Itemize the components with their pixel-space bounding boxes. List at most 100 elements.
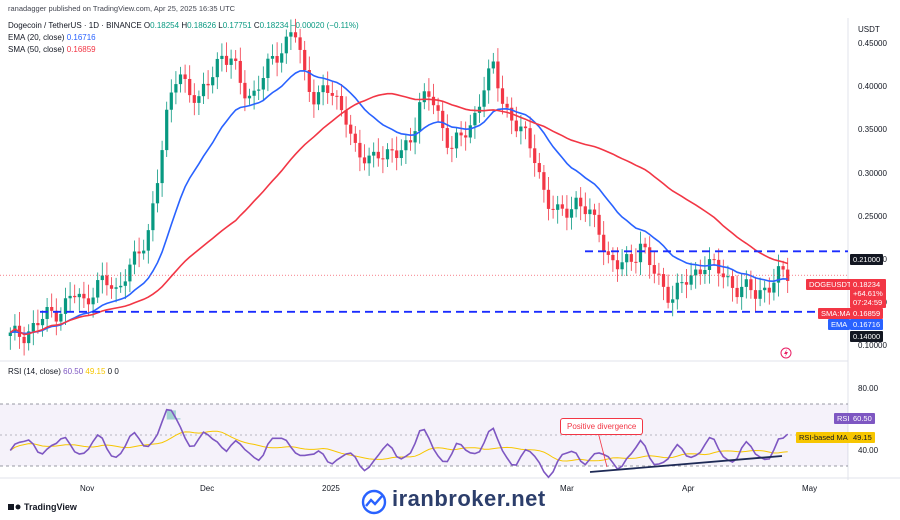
candle-body	[68, 295, 72, 299]
candle-body	[123, 281, 127, 286]
open-value: 0.18254	[150, 21, 180, 30]
candle-body	[625, 254, 629, 263]
candle-body	[330, 92, 334, 96]
candle-body	[224, 55, 229, 65]
price-tick: 0.40000	[858, 82, 887, 92]
candle-body	[418, 102, 422, 132]
candle-body	[698, 269, 702, 275]
candle-body	[542, 172, 546, 190]
candle-body	[528, 128, 532, 149]
price-tick: 0.45000	[858, 38, 887, 48]
price-tick: 0.25000	[858, 211, 887, 221]
candle-body	[634, 261, 638, 263]
time-label-2025: 2025	[322, 484, 340, 493]
candle-body	[422, 91, 426, 103]
candle-body	[753, 290, 758, 299]
candle-body	[680, 282, 684, 284]
symbol-title[interactable]: Dogecoin / TetherUS · 1D · BINANCE	[8, 21, 142, 30]
candle-body	[763, 287, 767, 291]
lightning-icon[interactable]	[780, 347, 792, 359]
candle-body	[59, 313, 63, 322]
candle-body	[431, 96, 436, 106]
candle-body	[427, 91, 431, 97]
high-label: H	[181, 21, 188, 30]
time-label-apr: Apr	[682, 484, 695, 493]
candle-body	[100, 275, 104, 281]
candle-body	[445, 128, 449, 148]
candle-body	[243, 82, 247, 99]
candle-body	[454, 132, 459, 149]
ema-tag-label: EMA	[828, 319, 851, 330]
candle-body	[316, 92, 321, 105]
change-value: −0.00020 (−0.11%)	[290, 21, 359, 30]
candle-body	[781, 266, 785, 270]
candle-body	[689, 275, 693, 285]
candle-body	[91, 297, 95, 305]
candle-body	[376, 151, 380, 159]
candle-body	[602, 234, 606, 252]
price-tick: 0.35000	[858, 125, 887, 135]
time-label-dec: Dec	[200, 484, 215, 493]
low-label: L	[218, 21, 223, 30]
sma-label: SMA (50, close)	[8, 45, 65, 54]
candle-body	[63, 298, 68, 314]
rsi-legend[interactable]: RSI (14, close) 60.50 49.15 0 0	[8, 367, 119, 376]
candle-body	[201, 83, 206, 97]
candle-body	[312, 91, 316, 105]
candle-body	[740, 286, 744, 298]
candle-body	[220, 55, 224, 59]
tradingview-brand[interactable]: TradingView	[24, 502, 77, 512]
candle-body	[496, 61, 500, 89]
candle-body	[652, 265, 656, 274]
candle-body	[362, 157, 367, 164]
symbol-tag: DOGEUSDT	[806, 279, 855, 290]
candle-body	[606, 251, 610, 255]
candle-body	[188, 78, 192, 96]
candle-body	[321, 85, 325, 93]
candle-body	[326, 85, 330, 93]
candle-body	[335, 95, 339, 97]
candle-body	[266, 58, 270, 79]
candle-body	[666, 286, 670, 303]
candle-body	[574, 197, 578, 210]
candle-body	[519, 126, 523, 132]
candle-body	[192, 95, 196, 103]
rsi-label: RSI (14, close)	[8, 367, 61, 376]
candle-body	[151, 203, 155, 231]
candle-body	[767, 287, 771, 293]
candle-body	[482, 90, 486, 107]
symbol-legend: Dogecoin / TetherUS · 1D · BINANCE O0.18…	[8, 20, 359, 31]
candle-body	[657, 273, 661, 275]
candle-body	[284, 36, 288, 54]
resistance-tag: 0.21000	[850, 254, 884, 265]
candle-body	[395, 150, 399, 159]
candle-body	[174, 84, 178, 93]
candle-body	[523, 126, 528, 129]
candle-body	[54, 310, 58, 322]
candle-body	[464, 135, 468, 138]
divergence-annotation[interactable]: Positive divergence	[560, 418, 644, 435]
candle-body	[413, 131, 417, 143]
candle-body	[436, 105, 440, 111]
rsi-value: 60.50	[63, 367, 84, 376]
rsi-tag-value: 60.50	[850, 413, 875, 424]
candle-body	[735, 287, 739, 298]
candle-body	[772, 282, 776, 293]
ema-value: 0.16716	[66, 33, 96, 42]
divergence-trendline[interactable]	[589, 455, 783, 473]
sma-legend[interactable]: SMA (50, close) 0.16859	[8, 44, 96, 55]
candle-body	[592, 209, 597, 215]
candle-body	[500, 88, 505, 104]
support-tag: 0.14000	[850, 331, 884, 342]
candle-body	[211, 77, 215, 86]
candle-body	[399, 150, 403, 159]
ema-legend[interactable]: EMA (20, close) 0.16716	[8, 32, 96, 43]
candle-body	[661, 274, 666, 287]
rsi-tick-80: 80.00	[858, 384, 879, 393]
candle-body	[215, 58, 219, 78]
rsi-extra-2: 0	[114, 367, 119, 376]
candle-body	[307, 69, 311, 92]
candle-body	[178, 74, 183, 85]
candle-body	[270, 56, 275, 59]
